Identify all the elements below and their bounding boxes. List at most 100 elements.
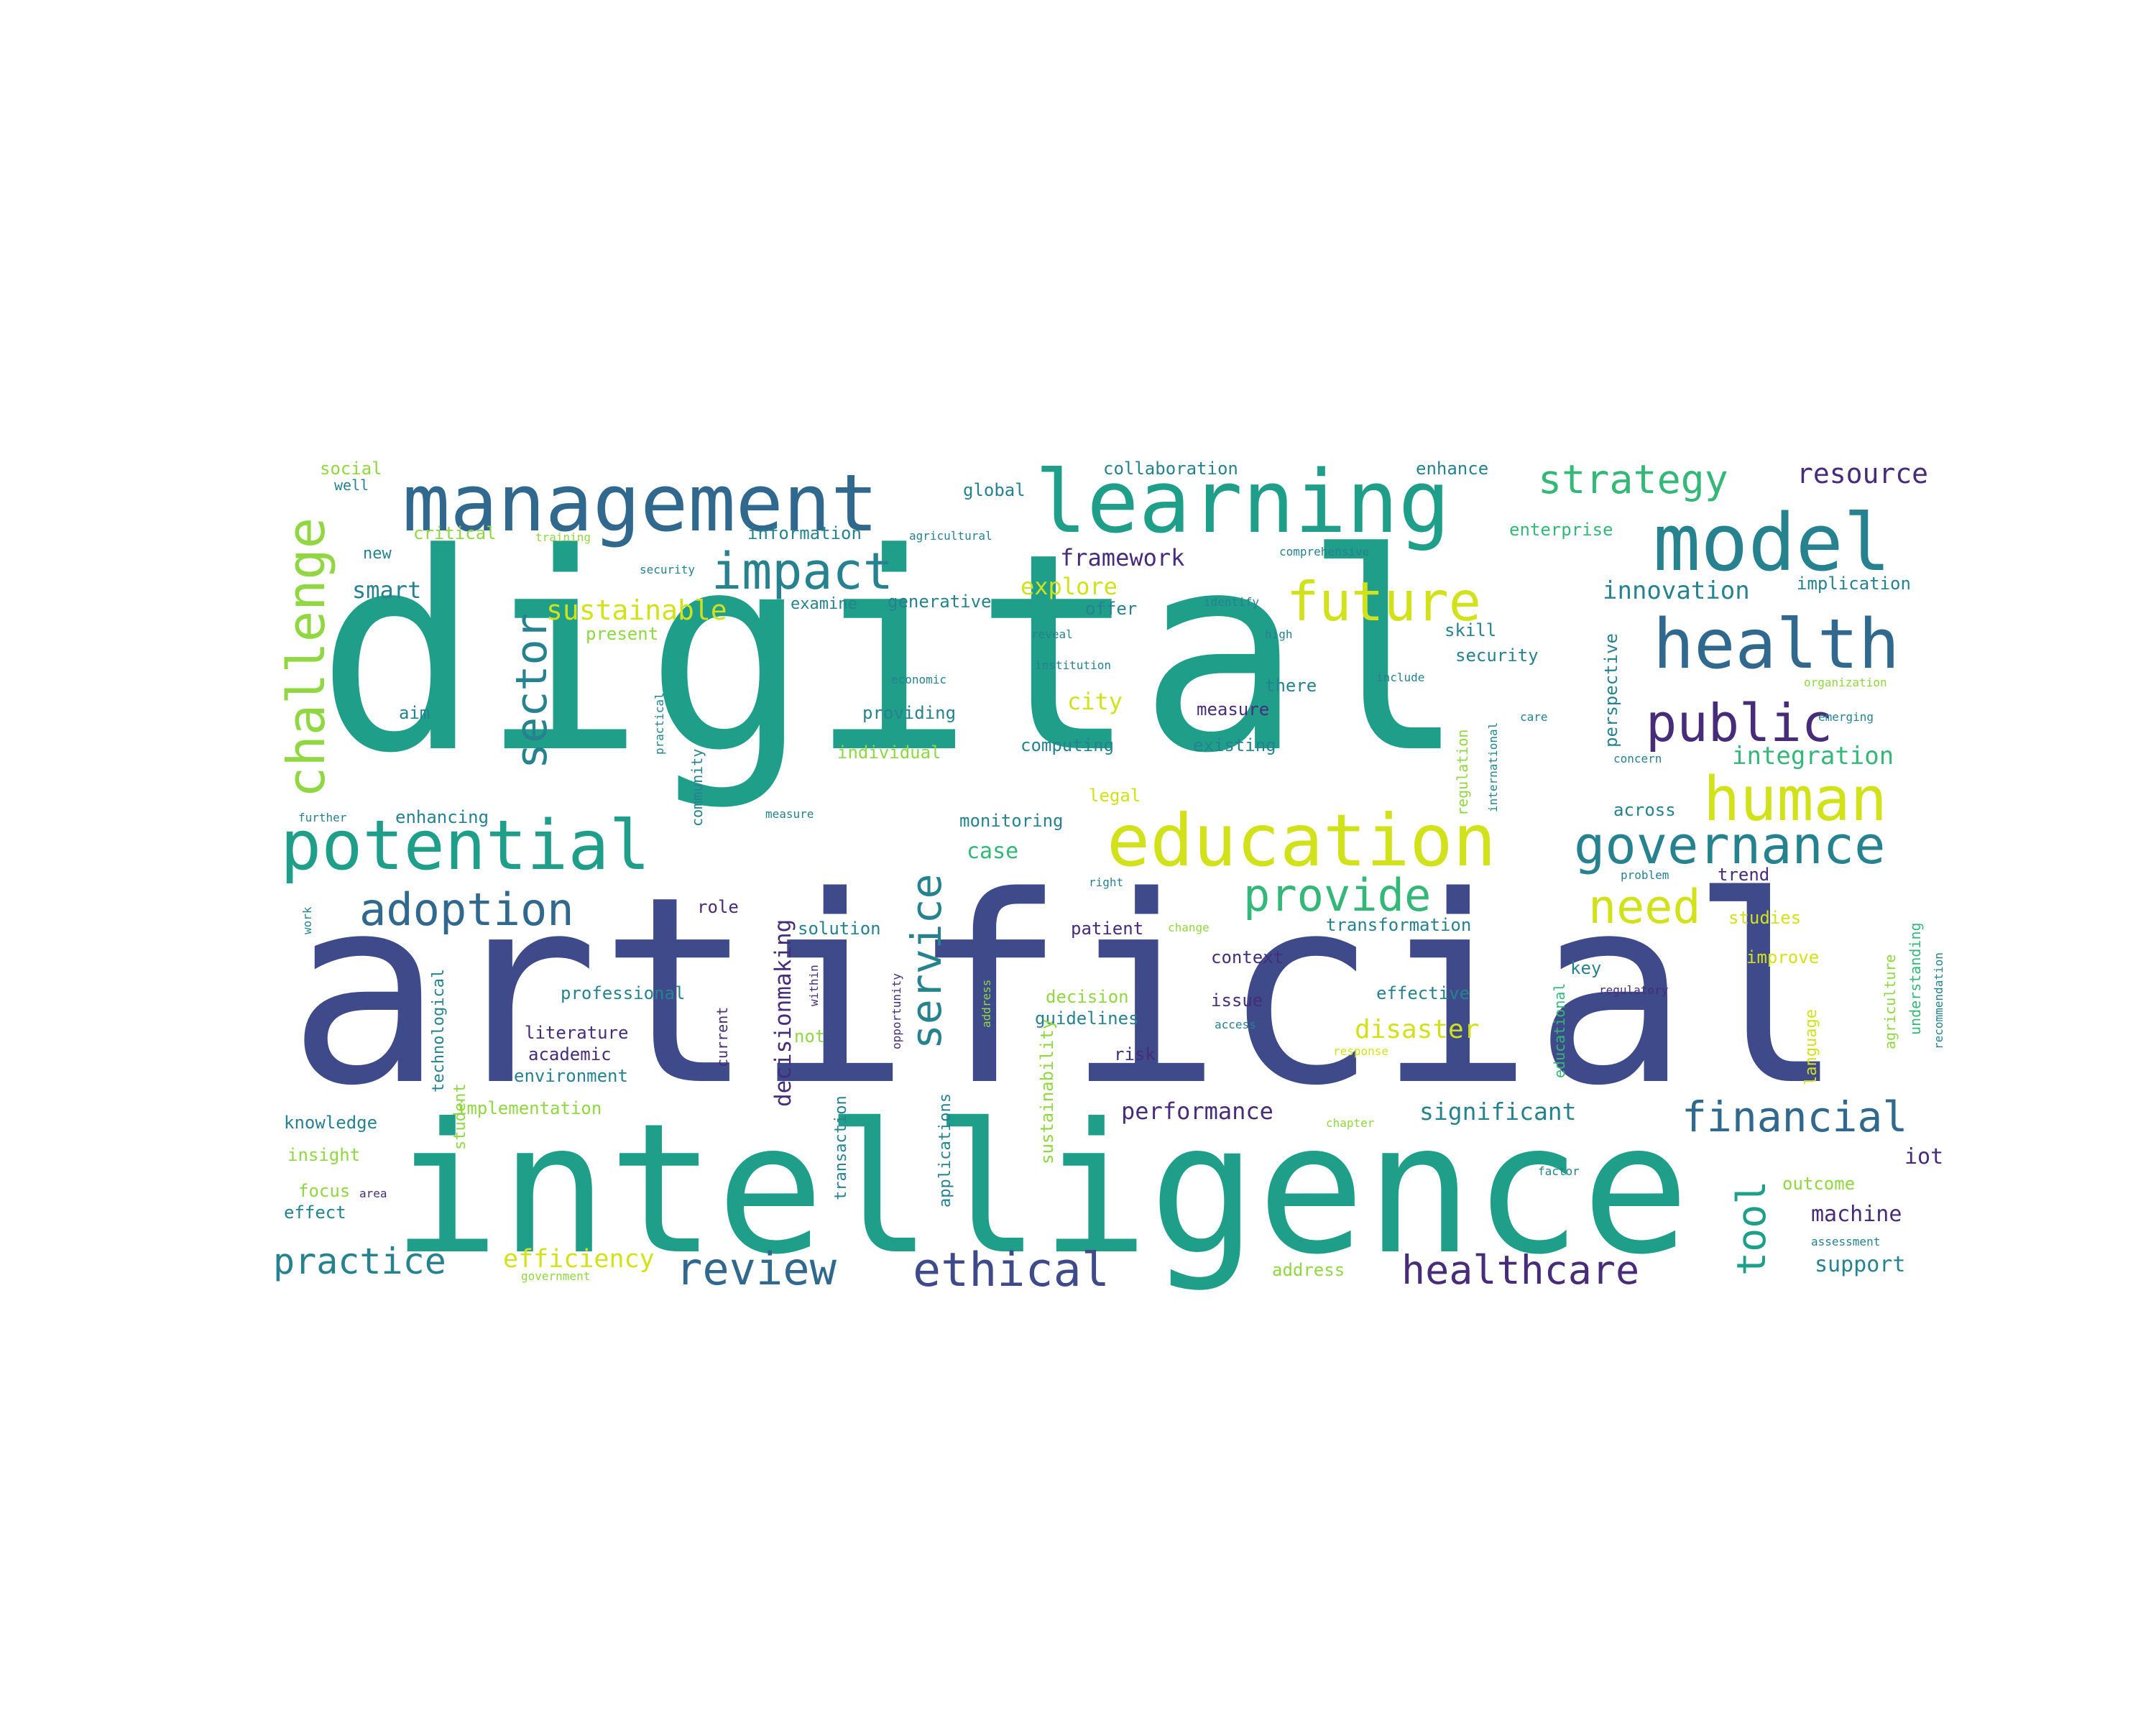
word-outcome: outcome xyxy=(1782,1174,1856,1194)
word-individual: individual xyxy=(837,742,941,763)
word-regulatory: regulatory xyxy=(1599,983,1669,997)
word-include: include xyxy=(1376,671,1425,684)
word-intelligence: intelligence xyxy=(392,1085,1690,1294)
word-well: well xyxy=(334,477,369,494)
word-public: public xyxy=(1646,693,1833,753)
word-management: management xyxy=(402,457,879,549)
word-within: within xyxy=(807,965,821,1006)
word-offer: offer xyxy=(1085,599,1138,619)
word-chapter: chapter xyxy=(1326,1116,1375,1130)
word-health: health xyxy=(1653,605,1900,684)
word-efficiency: efficiency xyxy=(503,1245,655,1274)
word-legal: legal xyxy=(1089,786,1141,806)
word-area: area xyxy=(359,1187,387,1200)
word-enhance: enhance xyxy=(1416,459,1489,479)
word-implication: implication xyxy=(1797,574,1911,594)
word-learning: learning xyxy=(1035,453,1450,553)
word-identify: identify xyxy=(1204,595,1260,609)
word-review: review xyxy=(676,1243,837,1295)
word-enhancing: enhancing xyxy=(395,807,489,827)
word-perspective: perspective xyxy=(1601,633,1621,748)
word-government: government xyxy=(521,1269,591,1283)
word-assessment: assessment xyxy=(1811,1235,1881,1248)
word-emerging: emerging xyxy=(1818,710,1874,724)
word-insight: insight xyxy=(287,1145,361,1165)
word-artificial: artificial xyxy=(287,841,1846,1142)
word-practical: practical xyxy=(653,692,666,755)
word-work: work xyxy=(300,906,314,934)
word-environment: environment xyxy=(514,1066,628,1086)
word-understanding: understanding xyxy=(1907,922,1924,1035)
word-explore: explore xyxy=(1021,573,1118,600)
word-key: key xyxy=(1570,958,1602,978)
word-educational: educational xyxy=(1551,983,1568,1078)
word-factor: factor xyxy=(1538,1164,1580,1178)
word-adoption: adoption xyxy=(359,883,574,936)
word-aim: aim xyxy=(399,703,430,723)
word-impact: impact xyxy=(711,542,893,601)
word-financial: financial xyxy=(1682,1092,1908,1141)
word-knowledge: knowledge xyxy=(284,1113,378,1133)
word-security: security xyxy=(640,563,696,576)
word-not: not xyxy=(794,1026,826,1046)
word-security: security xyxy=(1455,645,1539,666)
word-human: human xyxy=(1703,764,1887,835)
word-global: global xyxy=(963,480,1026,500)
word-collaboration: collaboration xyxy=(1103,459,1238,479)
word-new: new xyxy=(363,545,392,563)
word-future: future xyxy=(1286,570,1481,633)
word-sustainable: sustainable xyxy=(546,594,727,626)
word-concern: concern xyxy=(1613,752,1662,765)
word-computing: computing xyxy=(1021,735,1115,755)
word-digital: digital xyxy=(316,494,1468,813)
word-further: further xyxy=(298,811,347,824)
word-strategy: strategy xyxy=(1538,456,1728,502)
word-there: there xyxy=(1265,676,1317,696)
word-academic: academic xyxy=(528,1044,612,1064)
word-opportunity: opportunity xyxy=(890,973,903,1049)
word-effect: effect xyxy=(284,1202,346,1223)
word-trend: trend xyxy=(1718,865,1770,885)
word-practice: practice xyxy=(273,1241,446,1282)
word-sector: sector xyxy=(507,613,557,769)
word-critical: critical xyxy=(413,523,497,543)
word-training: training xyxy=(535,530,591,544)
word-skill: skill xyxy=(1445,620,1497,640)
word-current: current xyxy=(714,1006,731,1067)
word-social: social xyxy=(320,459,382,479)
word-solution: solution xyxy=(798,919,881,939)
word-smart: smart xyxy=(352,576,422,604)
word-patient: patient xyxy=(1071,919,1144,939)
word-iot: iot xyxy=(1904,1144,1944,1169)
word-applications: applications xyxy=(936,1093,954,1208)
word-institution: institution xyxy=(1035,658,1111,672)
word-effective: effective xyxy=(1376,983,1470,1003)
word-decision: decision xyxy=(1046,987,1129,1007)
word-transaction: transaction xyxy=(832,1095,850,1200)
word-access: access xyxy=(1215,1018,1256,1031)
word-performance: performance xyxy=(1121,1098,1273,1125)
word-present: present xyxy=(586,624,659,644)
word-regulation: regulation xyxy=(1454,729,1471,816)
word-organization: organization xyxy=(1804,676,1887,689)
word-innovation: innovation xyxy=(1603,576,1750,605)
word-focus: focus xyxy=(298,1181,351,1201)
word-language: language xyxy=(1802,1009,1820,1085)
word-significant: significant xyxy=(1419,1098,1577,1126)
word-providing: providing xyxy=(862,703,957,723)
word-implementation: implementation xyxy=(456,1098,602,1118)
word-across: across xyxy=(1613,800,1676,820)
word-examine: examine xyxy=(791,595,857,613)
word-studies: studies xyxy=(1728,908,1802,928)
word-comprehensive: comprehensive xyxy=(1279,545,1370,558)
word-role: role xyxy=(697,897,739,917)
word-measure: measure xyxy=(765,807,814,821)
word-integration: integration xyxy=(1732,742,1894,770)
word-disaster: disaster xyxy=(1355,1015,1480,1044)
word-agricultural: agricultural xyxy=(909,529,992,543)
word-existing: existing xyxy=(1193,735,1276,755)
word-technological: technological xyxy=(430,968,448,1092)
word-recommendation: recommendation xyxy=(1932,952,1945,1049)
word-potential: potential xyxy=(280,806,650,886)
